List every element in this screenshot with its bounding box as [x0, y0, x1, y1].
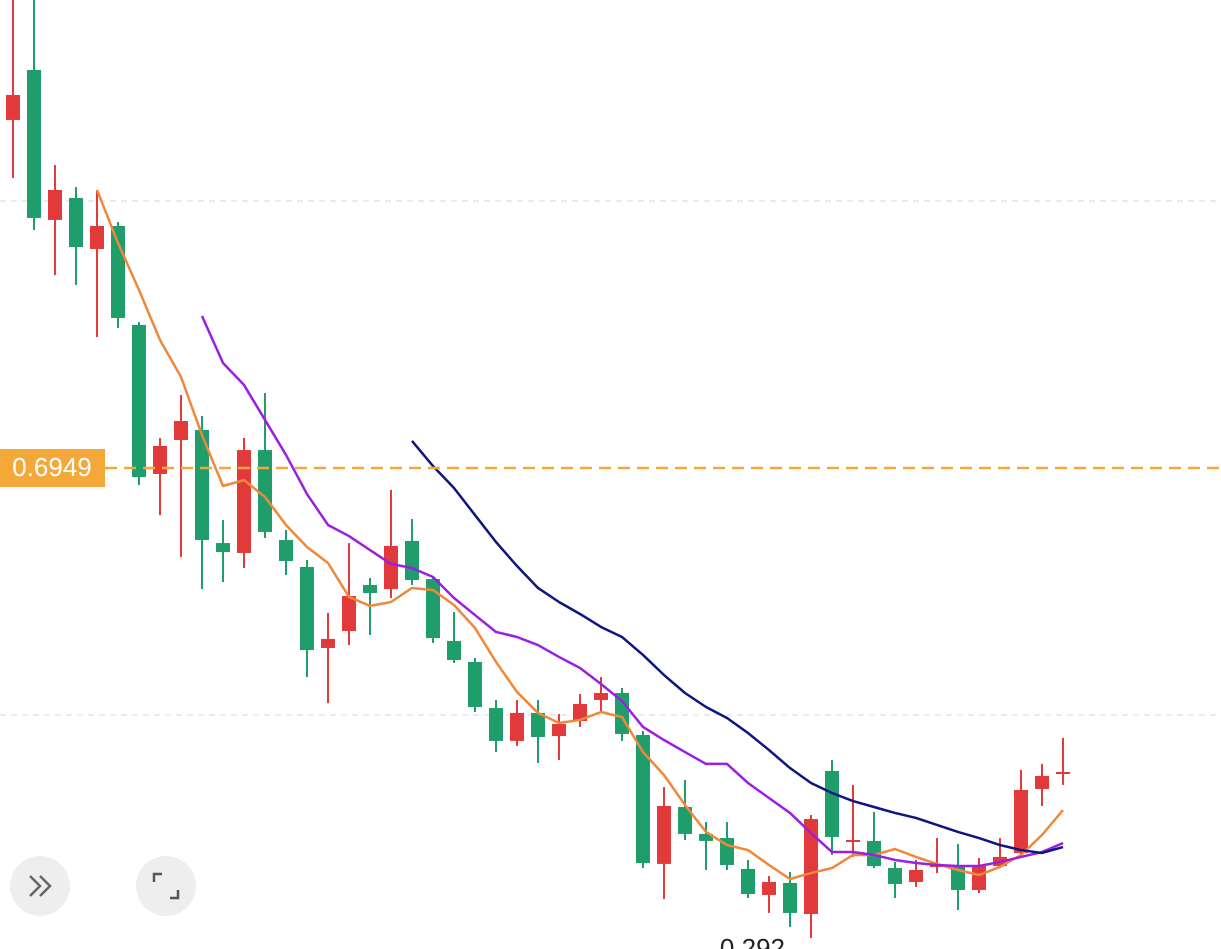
candle-body [384, 545, 398, 590]
candle-body [825, 770, 839, 837]
candle-body [132, 324, 146, 478]
fullscreen-icon [152, 872, 180, 900]
candle-body [1056, 771, 1070, 774]
fullscreen-button[interactable] [136, 856, 196, 916]
candle-body [531, 712, 545, 737]
candle-body [342, 596, 356, 632]
candle-body [279, 540, 293, 562]
candle-body [1035, 775, 1049, 790]
candle-body [552, 724, 566, 737]
candle-body [48, 189, 62, 220]
candle-body [426, 578, 440, 639]
ma-line [95, 189, 1064, 881]
candle-body [153, 445, 167, 474]
candle-body [972, 866, 986, 890]
corner [152, 872, 162, 882]
current-price-label: 0.6949 [12, 452, 92, 482]
candle-body [762, 882, 776, 895]
candle-body [615, 692, 629, 734]
candle-body [216, 543, 230, 553]
candle-body [90, 226, 104, 250]
candle-body [636, 734, 650, 864]
candle-body [846, 840, 860, 843]
current-price-box [0, 449, 105, 488]
candle-body [405, 540, 419, 581]
min-label: 0.292→ [720, 933, 811, 949]
ma-line [411, 440, 1064, 855]
expand-icon [29, 875, 52, 897]
candle-body [867, 840, 881, 867]
candle-body [195, 429, 209, 541]
candle-body [888, 868, 902, 885]
chevron [39, 875, 52, 897]
candle-body [573, 703, 587, 721]
candle-body [594, 692, 608, 700]
candle-body [27, 70, 41, 218]
candle-body [678, 806, 692, 834]
candle-body [699, 833, 713, 841]
expand-button[interactable] [10, 856, 70, 916]
candle-body [258, 450, 272, 532]
candle-body [909, 870, 923, 883]
candle-body [804, 819, 818, 914]
candle-body [1014, 789, 1028, 853]
candle-body [363, 584, 377, 593]
candle-body [657, 805, 671, 864]
ma-line [200, 315, 1064, 868]
corner [170, 890, 180, 900]
candle-body [447, 640, 461, 660]
candle-body [6, 94, 20, 120]
candle-body [174, 420, 188, 441]
candle-body [237, 450, 251, 553]
candle-body [300, 566, 314, 651]
chevron [29, 875, 42, 897]
candle-body [69, 198, 83, 248]
candle-body [489, 708, 503, 741]
candle-body [321, 638, 335, 648]
candle-body [510, 712, 524, 741]
candle-body [468, 661, 482, 707]
candle-body [741, 868, 755, 895]
candle-body [783, 882, 797, 913]
candle-body [951, 866, 965, 890]
